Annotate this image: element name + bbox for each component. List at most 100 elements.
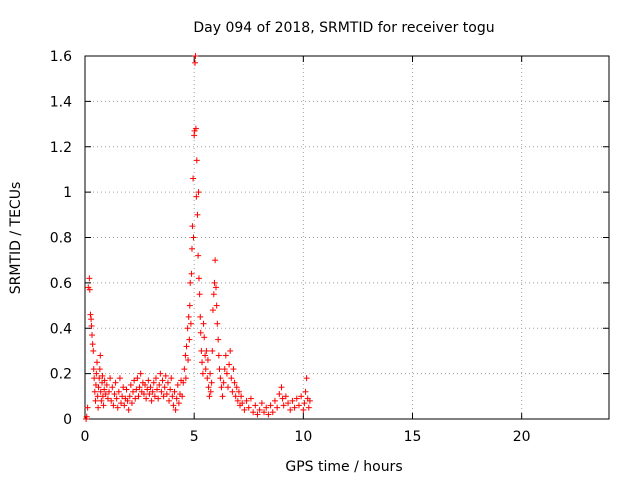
data-point (229, 388, 236, 395)
data-point (100, 402, 107, 409)
data-point (88, 322, 95, 329)
data-point (192, 125, 199, 132)
y-tick-label: 1.4 (50, 94, 72, 110)
data-point (250, 409, 257, 416)
data-point (204, 357, 211, 364)
data-point (258, 400, 265, 407)
data-point (302, 388, 309, 395)
data-point (142, 381, 149, 388)
x-axis-label: GPS time / hours (285, 459, 402, 475)
data-point (147, 384, 154, 391)
data-point (113, 395, 120, 402)
x-tick-label: 0 (81, 429, 90, 445)
data-point (109, 384, 116, 391)
data-point (144, 386, 151, 393)
data-point (188, 270, 195, 277)
data-point (182, 352, 189, 359)
data-point (222, 352, 229, 359)
x-tick-label: 5 (190, 429, 199, 445)
data-point (263, 404, 270, 411)
data-point (160, 393, 167, 400)
data-point (164, 379, 171, 386)
data-point (124, 397, 131, 404)
data-point (282, 393, 289, 400)
y-tick-label: 0 (63, 412, 72, 428)
data-point (269, 409, 276, 416)
data-point (293, 395, 300, 402)
data-point (90, 366, 97, 373)
x-tick-label: 20 (513, 429, 531, 445)
data-point (225, 384, 232, 391)
data-point (195, 252, 202, 259)
data-point (110, 402, 117, 409)
data-point (157, 370, 164, 377)
data-point (198, 347, 205, 354)
data-point (184, 325, 191, 332)
data-point (199, 370, 206, 377)
data-point (303, 375, 310, 382)
data-point (219, 393, 226, 400)
data-point (228, 375, 235, 382)
data-point (243, 397, 250, 404)
data-point (115, 388, 122, 395)
data-point (192, 59, 199, 66)
data-point (86, 275, 93, 282)
data-point (193, 157, 200, 164)
data-point (199, 359, 206, 366)
data-point (276, 391, 283, 398)
grid-lines (85, 56, 609, 419)
data-point (111, 391, 118, 398)
data-point (261, 409, 268, 416)
data-point (97, 352, 104, 359)
data-point (208, 379, 215, 386)
data-point (204, 375, 211, 382)
y-tick-label: 1.2 (50, 140, 72, 156)
data-point (193, 193, 200, 200)
data-point (150, 379, 157, 386)
y-tick-label: 1 (63, 185, 72, 201)
data-point (123, 386, 130, 393)
plot-area-frame (84, 55, 610, 420)
data-point (298, 393, 305, 400)
data-point (239, 400, 246, 407)
data-point (238, 393, 245, 400)
data-point (121, 402, 128, 409)
data-point (97, 388, 104, 395)
data-point (180, 379, 187, 386)
data-point (159, 377, 166, 384)
data-point (88, 332, 95, 339)
data-point (203, 347, 210, 354)
data-point (201, 334, 208, 341)
data-point (149, 388, 156, 395)
data-point (226, 361, 233, 368)
data-point (84, 404, 91, 411)
data-point (112, 379, 119, 386)
y-tick-label: 0.6 (50, 276, 72, 292)
data-point (274, 404, 281, 411)
data-point (207, 388, 214, 395)
data-point (245, 404, 252, 411)
data-point (209, 307, 216, 314)
data-point (101, 386, 108, 393)
data-point (209, 347, 216, 354)
data-point (95, 384, 102, 391)
data-point (214, 320, 221, 327)
x-tick-label: 10 (294, 429, 312, 445)
data-point (96, 375, 103, 382)
data-point (197, 313, 204, 320)
y-tick-label: 0.2 (50, 367, 72, 383)
data-point (265, 411, 272, 418)
data-point (192, 53, 199, 59)
data-point (188, 245, 195, 252)
data-point (120, 384, 127, 391)
data-point (189, 223, 196, 230)
data-point (148, 397, 155, 404)
data-point (116, 375, 123, 382)
data-point (205, 384, 212, 391)
data-point (166, 397, 173, 404)
y-axis-ticks: 0 0.2 0.4 0.6 0.8 1 1.2 1.4 1.6 (50, 49, 609, 428)
chart-title: Day 094 of 2018, SRMTID for receiver tog… (193, 20, 494, 36)
data-point (133, 386, 140, 393)
data-point (300, 406, 307, 413)
data-point (305, 404, 312, 411)
